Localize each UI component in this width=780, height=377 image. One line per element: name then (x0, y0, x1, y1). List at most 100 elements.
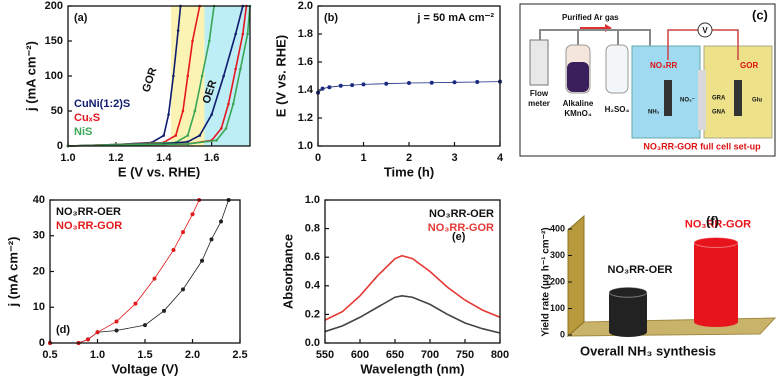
data-point (172, 74, 175, 78)
data-point (181, 287, 185, 292)
data-point (361, 82, 366, 87)
data-point (191, 39, 194, 43)
data-point (239, 67, 242, 71)
x-tick-label: 2.5 (232, 349, 247, 361)
data-point (219, 127, 223, 130)
series-line (324, 294, 501, 334)
x-axis-label: E (V vs. RHE) (118, 164, 200, 179)
panel-c: (c) Purified Ar gas Flow meter Alkaline … (519, 3, 776, 157)
x-axis-label: Voltage (V) (112, 361, 179, 376)
wall (567, 214, 585, 338)
y-tick-label: 100 (550, 303, 565, 313)
data-point (143, 323, 147, 328)
category-label: NO₃RR-GOR (685, 218, 751, 230)
y-tick-label: 400 (550, 223, 565, 233)
data-point (207, 39, 211, 43)
voltmeter (697, 22, 713, 38)
data-point (86, 337, 90, 342)
data-point (174, 134, 178, 137)
data-point (209, 237, 214, 242)
y-tick-label: 1.6 (298, 56, 313, 68)
panel-label: (e) (452, 231, 466, 243)
data-point (224, 127, 228, 130)
species: GRA (712, 96, 726, 102)
y-tick-label: 0.4 (305, 280, 321, 292)
y-tick-label: 40 (33, 194, 45, 206)
y-tick-label: 0 (57, 140, 63, 152)
y-tick-label: 100 (45, 70, 63, 82)
panel: 0 1 2 3 4 1.0 1.2 1.4 1.6 1.8 2.0 Time (h) E (V vs. … (273, 0, 504, 179)
x-tick-label: 4 (497, 152, 504, 164)
data-point (234, 32, 237, 36)
data-point (327, 85, 332, 90)
data-point (234, 67, 237, 71)
x-tick-label: 1.4 (156, 152, 172, 164)
plot-frame (49, 199, 241, 344)
x-tick-label: 1.6 (204, 152, 219, 164)
x-axis-label: Wavelength (nm) (360, 361, 464, 376)
y-tick-label: 200 (550, 276, 565, 286)
legend-entry: NO₃RR-GOR (428, 222, 494, 234)
data-point (241, 32, 245, 36)
data-point (186, 74, 190, 78)
data-point (152, 276, 157, 281)
data-point (384, 81, 389, 86)
y-tick-label: 1.4 (298, 84, 314, 96)
data-point (320, 86, 325, 91)
data-point (114, 328, 119, 333)
data-point (429, 80, 434, 85)
data-point (231, 102, 235, 106)
panel-label: (d) (56, 324, 70, 336)
data-point (246, 32, 249, 36)
data-point (215, 139, 218, 142)
bottle-label: Alkaline (563, 99, 594, 108)
panel-label: (b) (324, 12, 338, 24)
panel: 550 600 650 700 750 800 0.0 0.2 0.4 0.6 0.8 1.0 Wave… (280, 194, 509, 377)
plot-frame (67, 5, 251, 147)
x-tick-label: 3 (451, 152, 457, 164)
legend-entry: NO₃RR-OER (429, 208, 494, 220)
flow-label: Flow (530, 89, 549, 98)
x-tick-label: 800 (491, 349, 509, 361)
y-tick-label: 30 (33, 230, 45, 242)
x-tick-label: 0.5 (42, 349, 57, 361)
species: GNA (712, 110, 726, 116)
y-tick-label: 0.2 (305, 308, 320, 320)
y-tick-label: 0.0 (305, 337, 320, 349)
data-point (181, 109, 185, 113)
data-point (186, 140, 190, 144)
data-point (181, 230, 185, 235)
data-point (167, 113, 170, 116)
y-tick-label: 300 (550, 250, 565, 260)
data-point (475, 80, 480, 85)
data-point (219, 219, 223, 224)
bottle (605, 44, 629, 94)
data-point (162, 308, 166, 313)
y-tick-label: 0 (39, 337, 45, 349)
data-point (198, 134, 202, 137)
x-tick-label: 1.5 (137, 349, 152, 361)
panel-label: (f) (706, 213, 719, 228)
wire (667, 29, 739, 60)
data-point (200, 258, 204, 263)
y-tick-label: 2.0 (298, 0, 313, 12)
species: NH₃ (648, 110, 660, 116)
data-point (350, 83, 355, 88)
y-tick-label: 1.0 (305, 194, 320, 206)
data-point (190, 212, 195, 217)
series-line (67, 5, 251, 147)
data-point (200, 74, 204, 78)
panel: 0 100 200 300 400 NO₃RR-OER NO₃RR-GOR Overall N… (541, 213, 777, 358)
bottle-label: H₂SO₄ (605, 105, 630, 114)
data-point (95, 330, 100, 335)
data-point (162, 134, 166, 137)
data-point (186, 142, 190, 146)
gas-label: Purified Ar gas (562, 13, 619, 22)
bottle-label: KMnO₄ (564, 109, 592, 118)
y-axis-label: Absorbance (280, 234, 295, 309)
y-axis-label: j (mA cm⁻²) (23, 41, 38, 112)
annotation: GOR (140, 66, 159, 94)
x-tick-label: 750 (456, 349, 474, 361)
y-axis-label: Yield rate (µg h⁻¹ cm⁻²) (541, 227, 552, 336)
x-tick-label: 700 (421, 349, 439, 361)
